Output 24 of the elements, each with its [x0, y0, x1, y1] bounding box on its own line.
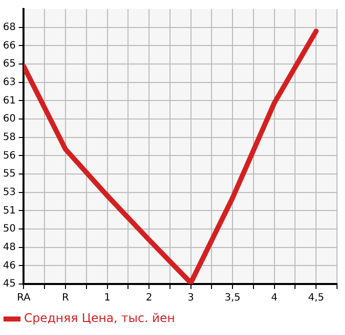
y-tick-label: 65 — [2, 58, 16, 70]
y-tick-label: 56 — [2, 150, 16, 162]
x-tick-label: 4 — [271, 292, 278, 304]
y-tick-label: 55 — [2, 168, 16, 180]
y-tick-label: 46 — [2, 260, 16, 272]
y-tick-label: 68 — [2, 22, 16, 33]
x-tick-label: 3 — [188, 292, 194, 304]
x-tick-label: 1 — [104, 292, 110, 304]
y-tick-label: 58 — [2, 132, 16, 143]
y-tick-label: 45 — [2, 278, 16, 290]
x-tick-label: R — [62, 292, 70, 304]
x-tick-label: 4,5 — [308, 292, 324, 304]
y-tick-label: 63 — [2, 76, 16, 88]
y-tick-label: 51 — [2, 205, 16, 216]
legend-label: Средняя Цена, тыс. йен — [24, 311, 176, 326]
x-tick-label: 3,5 — [224, 292, 241, 304]
y-tick-label: 50 — [2, 224, 16, 235]
y-tick-label: 53 — [2, 186, 16, 198]
y-tick-label: 66 — [2, 40, 16, 52]
y-tick-label: 60 — [2, 114, 16, 125]
x-tick-label: RA — [17, 292, 31, 304]
y-tick-label: 61 — [2, 95, 16, 106]
y-tick-label: 48 — [2, 242, 16, 253]
x-tick-label: 2 — [146, 292, 152, 304]
